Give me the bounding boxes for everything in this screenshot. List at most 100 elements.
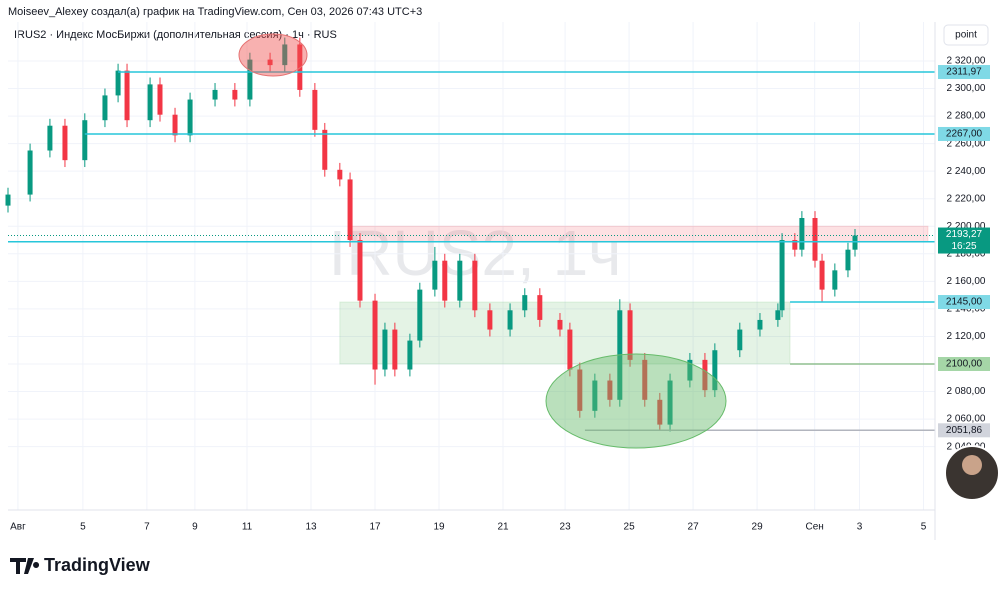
y-tick-label: 2 140,00 bbox=[947, 304, 986, 315]
candle-body bbox=[357, 240, 363, 301]
chart-title: IRUS2 · Индекс МосБиржи (дополнительная … bbox=[14, 29, 337, 41]
candle-body bbox=[187, 99, 193, 136]
level-label: 2051,86 bbox=[946, 425, 983, 436]
logo-icon bbox=[10, 558, 40, 574]
level-label: 2100,00 bbox=[946, 359, 983, 370]
candle-body bbox=[27, 150, 33, 195]
x-tick-label: 3 bbox=[857, 522, 863, 533]
x-tick-label: 7 bbox=[144, 522, 150, 533]
candle-body bbox=[812, 217, 818, 261]
last-price-badge bbox=[938, 227, 990, 254]
candle-body bbox=[832, 270, 838, 290]
candle-body bbox=[82, 120, 88, 161]
candle-body bbox=[282, 44, 288, 66]
x-tick-label: 5 bbox=[80, 522, 86, 533]
candle-body bbox=[757, 319, 763, 330]
x-tick-label: 21 bbox=[497, 522, 509, 533]
candle-body bbox=[212, 89, 218, 100]
candle-body bbox=[47, 125, 53, 151]
candle-body bbox=[487, 310, 493, 330]
candle-body bbox=[115, 70, 121, 96]
level-label: 2311,97 bbox=[946, 67, 982, 78]
candle-body bbox=[337, 169, 343, 180]
candle-body bbox=[852, 235, 858, 250]
candle-body bbox=[232, 89, 238, 100]
x-tick-label: 27 bbox=[688, 522, 700, 533]
candle-body bbox=[157, 84, 163, 115]
candle-body bbox=[347, 179, 353, 241]
candle-body bbox=[417, 289, 423, 341]
candle-body bbox=[667, 380, 673, 425]
point-button[interactable] bbox=[943, 24, 989, 46]
y-tick-label: 2 200,00 bbox=[947, 221, 986, 232]
y-tick-label: 2 300,00 bbox=[947, 83, 986, 94]
candle-body bbox=[442, 260, 448, 301]
candle-body bbox=[382, 329, 388, 370]
x-tick-label: 5 bbox=[921, 522, 927, 533]
candle-body bbox=[657, 399, 663, 425]
candle-body bbox=[267, 59, 273, 66]
x-tick-label: 19 bbox=[433, 522, 445, 533]
candle-body bbox=[297, 44, 303, 90]
candle-body bbox=[62, 125, 68, 161]
candle-body bbox=[819, 260, 825, 290]
level-badge bbox=[938, 65, 990, 80]
level-badge bbox=[938, 295, 990, 310]
candle-body bbox=[702, 359, 708, 391]
candle-body bbox=[775, 310, 781, 320]
level-badge bbox=[938, 423, 990, 438]
countdown: 16:25 bbox=[951, 241, 976, 252]
y-tick-label: 2 220,00 bbox=[947, 193, 986, 204]
level-badge bbox=[938, 126, 990, 141]
y-tick-label: 2 240,00 bbox=[947, 166, 986, 177]
candle-body bbox=[322, 129, 328, 170]
x-tick-label: 9 bbox=[192, 522, 198, 533]
x-tick-label: 13 bbox=[305, 522, 317, 533]
candle-body bbox=[712, 350, 718, 391]
level-label: 2145,00 bbox=[946, 297, 983, 308]
candle-body bbox=[737, 329, 743, 351]
x-tick-label: 25 bbox=[624, 522, 636, 533]
x-tick-label: 23 bbox=[560, 522, 572, 533]
y-tick-label: 2 060,00 bbox=[947, 414, 986, 425]
x-tick-label: 11 bbox=[242, 522, 253, 533]
y-tick-label: 2 320,00 bbox=[947, 56, 986, 67]
point-button-label[interactable]: point bbox=[955, 30, 977, 41]
x-tick-label: Авг bbox=[10, 522, 26, 533]
logo-text: TradingView bbox=[44, 555, 151, 575]
x-tick-label: 17 bbox=[369, 522, 381, 533]
candle-body bbox=[642, 359, 648, 400]
candle-body bbox=[687, 359, 693, 381]
y-tick-label: 2 160,00 bbox=[947, 276, 986, 287]
candle-body bbox=[557, 319, 563, 330]
candle-body bbox=[247, 59, 253, 100]
candle-body bbox=[607, 380, 613, 400]
candle-body bbox=[172, 114, 178, 136]
y-tick-label: 2 080,00 bbox=[947, 386, 986, 397]
y-tick-label: 2 280,00 bbox=[947, 111, 986, 122]
candle-body bbox=[567, 329, 573, 370]
candle-body bbox=[372, 300, 378, 370]
candle-body bbox=[312, 89, 318, 130]
candle-body bbox=[124, 70, 130, 121]
y-tick-label: 2 260,00 bbox=[947, 138, 986, 149]
candle-body bbox=[472, 260, 478, 311]
candle-body bbox=[147, 84, 153, 121]
highlight-ellipse bbox=[545, 353, 727, 449]
zone bbox=[339, 301, 791, 365]
candle-body bbox=[799, 217, 805, 250]
x-tick-label: Сен bbox=[806, 522, 824, 533]
candle-body bbox=[779, 240, 785, 311]
level-badge bbox=[938, 356, 990, 371]
candle-body bbox=[102, 95, 108, 121]
level-label: 2267,00 bbox=[946, 129, 983, 140]
candle-body bbox=[457, 260, 463, 301]
x-tick-label: 29 bbox=[752, 522, 764, 533]
author-line: Moiseev_Alexey создал(а) график на Tradi… bbox=[8, 6, 422, 18]
candle-body bbox=[407, 340, 413, 370]
candle-body bbox=[522, 295, 528, 311]
candle-body bbox=[507, 310, 513, 330]
y-tick-label: 2 120,00 bbox=[947, 331, 986, 342]
